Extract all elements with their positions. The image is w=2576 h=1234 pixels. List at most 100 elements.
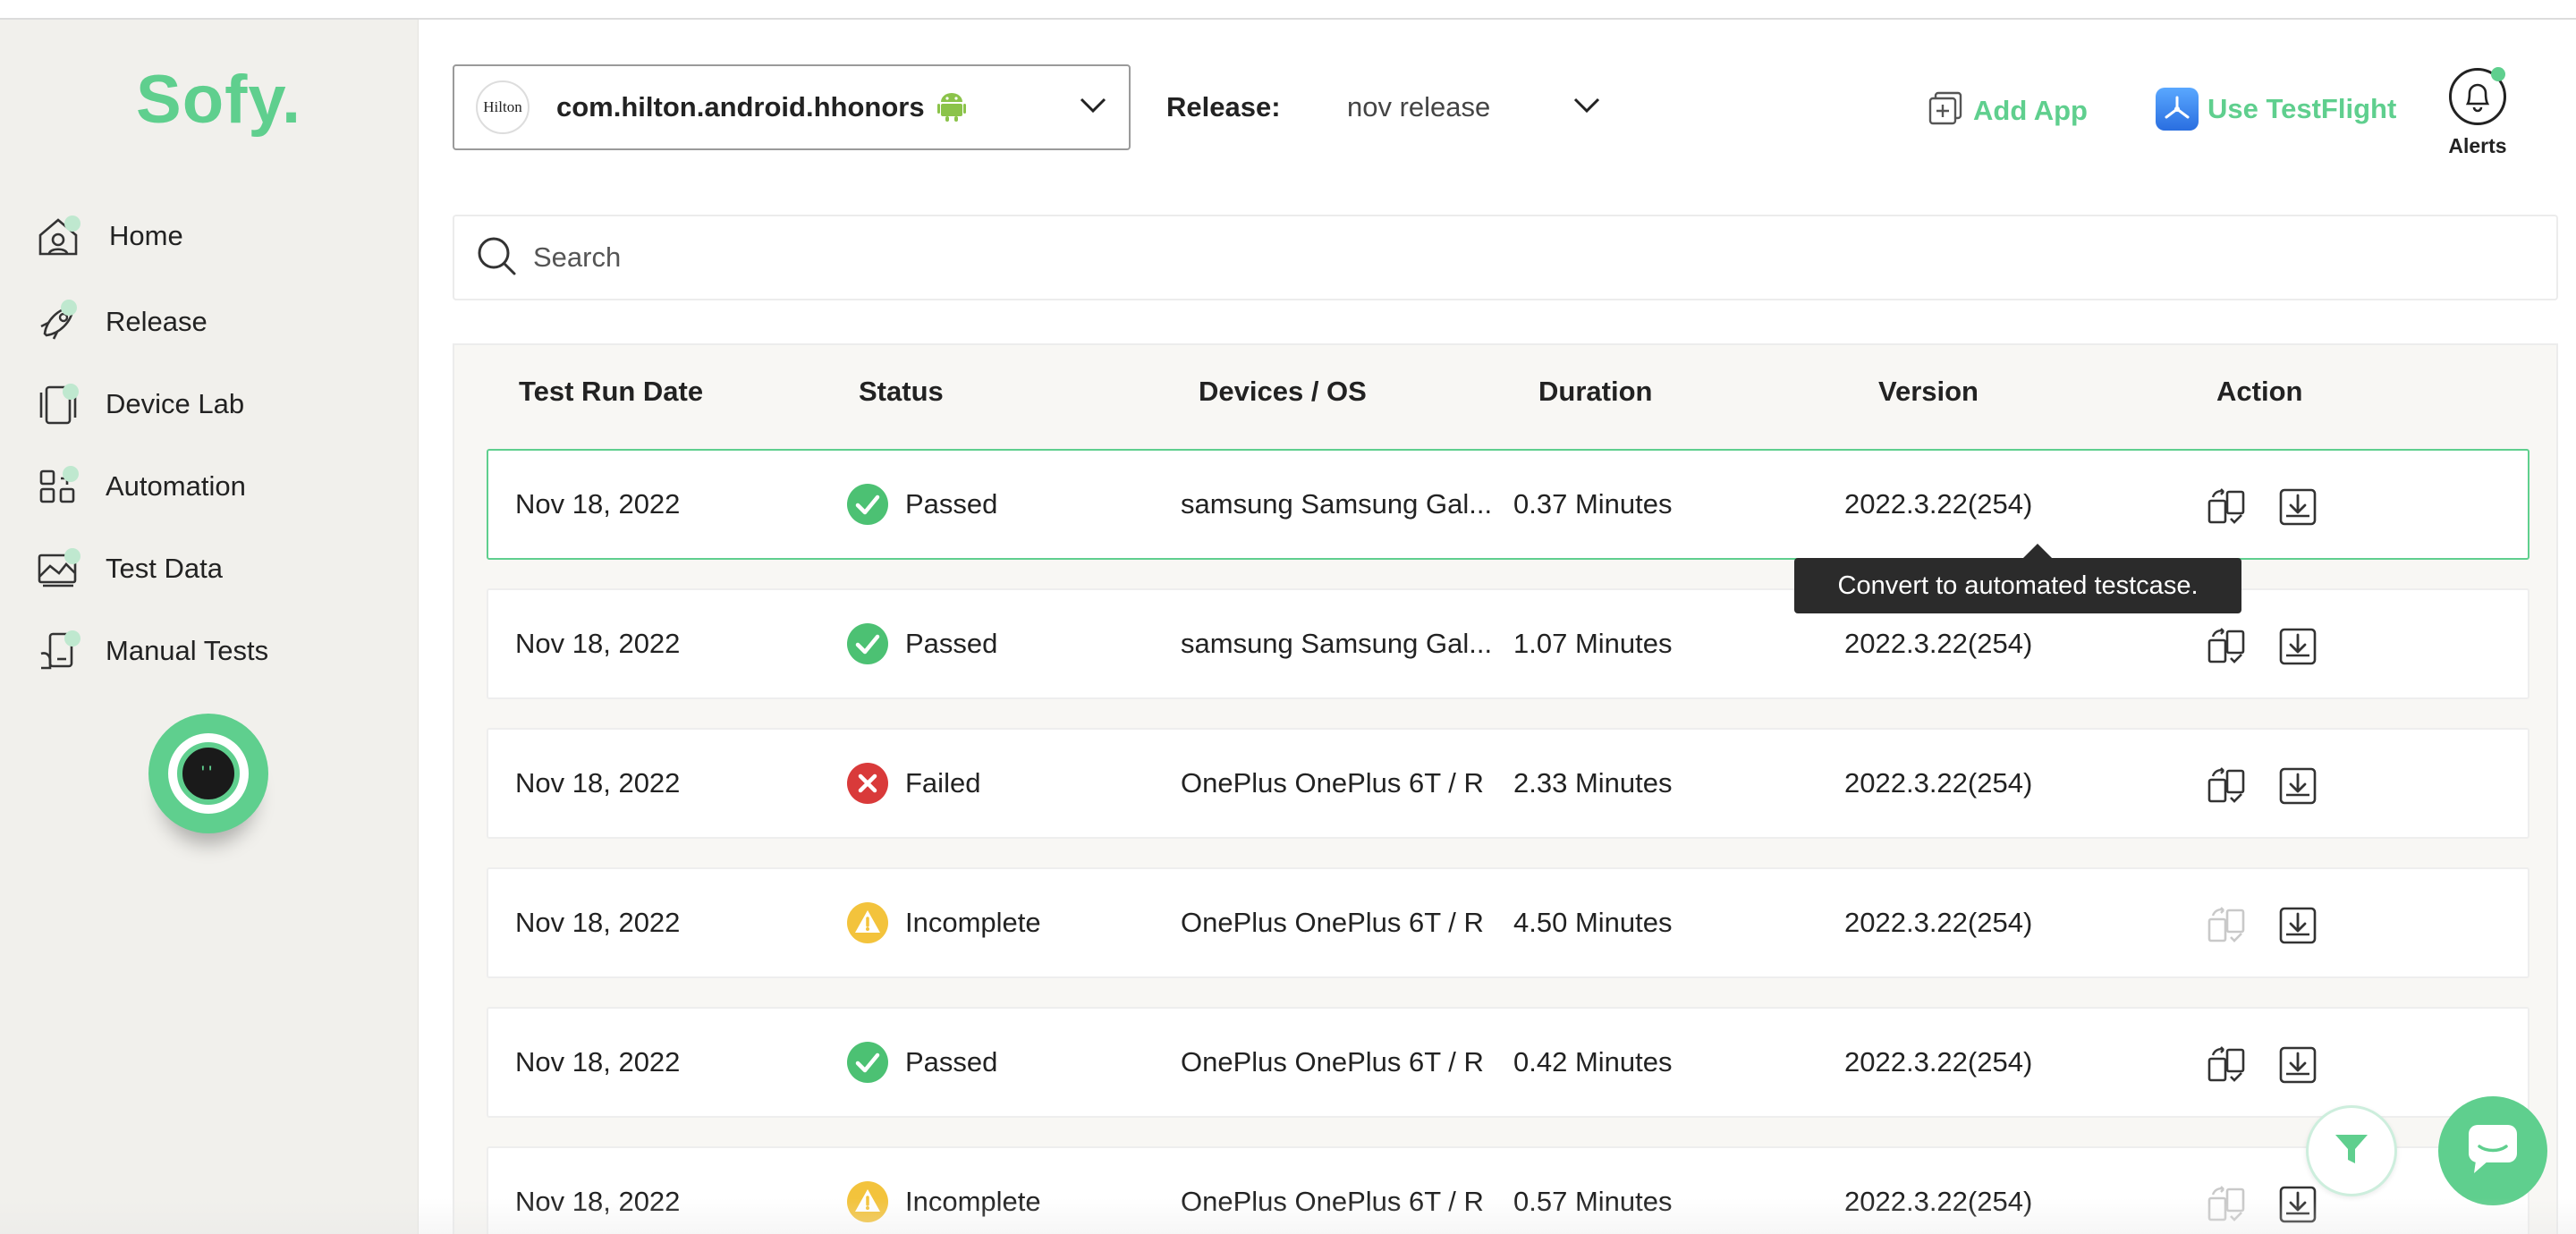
test-run-date: Nov 18, 2022 (515, 488, 681, 520)
device-icon (34, 380, 82, 428)
sidebar-item-home[interactable]: Home (34, 207, 183, 265)
search-bar (453, 215, 2558, 300)
column-header-version[interactable]: Version (1878, 376, 1979, 407)
column-header-duration[interactable]: Duration (1538, 376, 1653, 407)
duration: 2.33 Minutes (1513, 767, 1673, 799)
release-label: Release: (1166, 91, 1281, 123)
test-run-date: Nov 18, 2022 (515, 907, 681, 938)
test-data-icon (34, 545, 82, 593)
duration: 0.57 Minutes (1513, 1186, 1673, 1217)
version: 2022.3.22(254) (1844, 907, 2033, 938)
app-name: com.hilton.android.hhonors (556, 91, 925, 123)
app-select-dropdown[interactable]: Hilton com.hilton.android.hhonors (453, 64, 1131, 150)
testflight-label: Use TestFlight (2207, 93, 2397, 124)
table-row[interactable]: Nov 18, 2022 Incomplete OnePlus OnePlus 6T… (487, 1146, 2529, 1234)
sidebar-item-automation[interactable]: Automation (34, 458, 246, 515)
column-header-status[interactable]: Status (859, 376, 944, 407)
chevron-down-icon (1079, 97, 1107, 119)
alert-indicator (2491, 67, 2505, 81)
download-icon[interactable] (2277, 765, 2318, 807)
version: 2022.3.22(254) (1844, 1186, 2033, 1217)
sidebar-item-label: Home (109, 220, 183, 251)
chat-button[interactable] (2438, 1096, 2547, 1205)
sidebar: Sofy. Home Release Device Lab Automation (0, 20, 419, 1234)
testflight-icon (2156, 88, 2199, 131)
assistant-bot-button[interactable]: '' (148, 714, 268, 833)
bell-icon (2449, 67, 2506, 125)
bot-face-icon: '' (200, 762, 216, 784)
download-icon[interactable] (2277, 1044, 2318, 1086)
add-app-icon (1927, 89, 1964, 131)
column-header-devices-os[interactable]: Devices / OS (1199, 376, 1367, 407)
app-logo: Hilton (476, 80, 530, 134)
convert-to-automated-icon[interactable] (2206, 626, 2247, 667)
device-os: OnePlus OnePlus 6T / R (1181, 1186, 1484, 1217)
download-icon[interactable] (2277, 1184, 2318, 1225)
device-os: OnePlus OnePlus 6T / R (1181, 767, 1484, 799)
version: 2022.3.22(254) (1844, 767, 2033, 799)
android-icon (936, 89, 966, 126)
rocket-icon (34, 298, 82, 346)
download-icon[interactable] (2277, 905, 2318, 946)
manual-tests-icon (34, 627, 82, 675)
alerts-label: Alerts (2448, 134, 2507, 157)
check-circle-icon (846, 1041, 889, 1084)
duration: 4.50 Minutes (1513, 907, 1673, 938)
status-text: Passed (905, 628, 998, 659)
use-testflight-button[interactable]: Use TestFlight (2156, 88, 2396, 131)
download-icon[interactable] (2277, 626, 2318, 667)
release-select[interactable]: nov release (1347, 91, 1491, 123)
test-runs-table: Test Run Date Status Devices / OS Durati… (453, 343, 2558, 1234)
table-row[interactable]: Nov 18, 2022 Passed OnePlus OnePlus 6T / R… (487, 1007, 2529, 1118)
version: 2022.3.22(254) (1844, 488, 2033, 520)
sidebar-item-label: Test Data (106, 553, 223, 584)
search-input[interactable] (533, 241, 2501, 274)
status-text: Incomplete (905, 907, 1041, 938)
sidebar-item-label: Manual Tests (106, 635, 269, 666)
table-row[interactable]: Nov 18, 2022 Failed OnePlus OnePlus 6T / R… (487, 728, 2529, 839)
convert-to-automated-icon[interactable] (2206, 486, 2247, 528)
filter-icon (2332, 1129, 2371, 1173)
check-circle-icon (846, 483, 889, 526)
status-text: Passed (905, 1046, 998, 1078)
add-app-label: Add App (1973, 94, 2088, 126)
sidebar-item-label: Automation (106, 470, 246, 502)
status-text: Failed (905, 767, 981, 799)
convert-to-automated-icon[interactable] (2206, 765, 2247, 807)
automation-icon (34, 462, 82, 511)
download-icon[interactable] (2277, 486, 2318, 528)
filter-button[interactable] (2306, 1105, 2397, 1196)
sidebar-item-manual-tests[interactable]: Manual Tests (34, 622, 268, 680)
table-row[interactable]: Nov 18, 2022 Incomplete OnePlus OnePlus 6T… (487, 867, 2529, 978)
sidebar-item-device-lab[interactable]: Device Lab (34, 376, 244, 433)
device-os: samsung Samsung Gal... (1181, 628, 1493, 659)
convert-to-automated-icon[interactable] (2206, 1044, 2247, 1086)
add-app-button[interactable]: Add App (1927, 89, 2088, 131)
sidebar-item-label: Device Lab (106, 388, 245, 419)
sidebar-item-test-data[interactable]: Test Data (34, 540, 223, 597)
device-os: OnePlus OnePlus 6T / R (1181, 907, 1484, 938)
search-icon (476, 235, 517, 281)
duration: 0.37 Minutes (1513, 488, 1673, 520)
convert-to-automated-icon (2206, 905, 2247, 946)
window-top-border (0, 0, 2576, 20)
version: 2022.3.22(254) (1844, 628, 2033, 659)
convert-tooltip: Convert to automated testcase. (1794, 544, 2241, 613)
alerts-button[interactable]: Alerts (2444, 67, 2512, 158)
convert-to-automated-icon (2206, 1184, 2247, 1225)
warning-icon (846, 901, 889, 944)
version: 2022.3.22(254) (1844, 1046, 2033, 1078)
chat-icon (2463, 1121, 2522, 1181)
check-circle-icon (846, 622, 889, 665)
status-text: Incomplete (905, 1186, 1041, 1217)
warning-icon (846, 1180, 889, 1223)
device-os: samsung Samsung Gal... (1181, 488, 1493, 520)
duration: 1.07 Minutes (1513, 628, 1673, 659)
table-row[interactable]: Nov 18, 2022 Passed samsung Samsung Gal...… (487, 449, 2529, 560)
status-text: Passed (905, 488, 998, 520)
test-run-date: Nov 18, 2022 (515, 1186, 681, 1217)
column-header-test-run-date[interactable]: Test Run Date (519, 376, 704, 407)
sidebar-item-label: Release (106, 306, 208, 337)
chevron-down-icon[interactable] (1572, 97, 1601, 119)
sidebar-item-release[interactable]: Release (34, 293, 208, 351)
